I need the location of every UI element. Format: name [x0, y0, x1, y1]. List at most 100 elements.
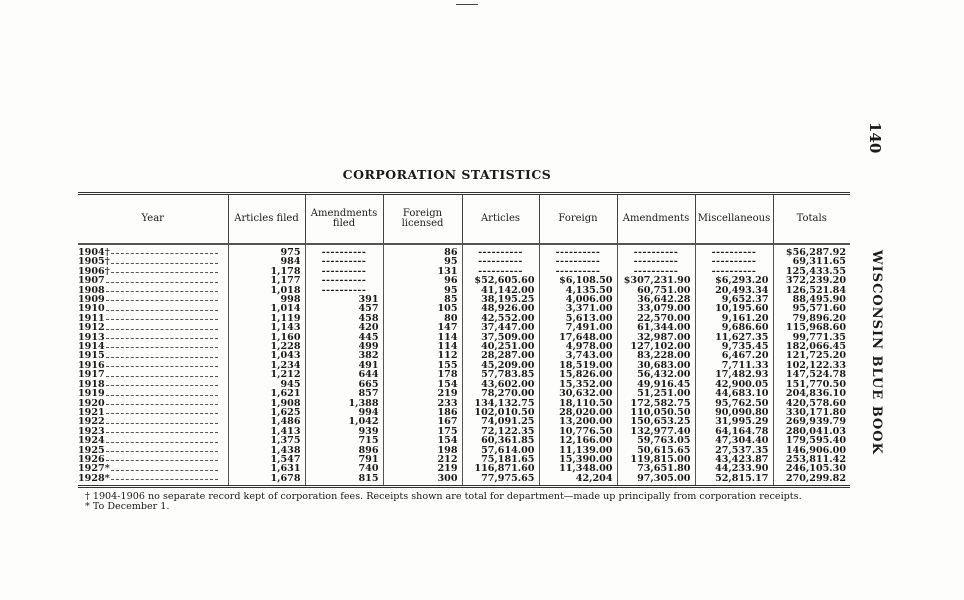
year-label: 1914: [78, 342, 105, 352]
dot-leader: [105, 408, 218, 415]
dot-leader: [105, 286, 218, 293]
table-row: 1921 1,625 994 186 102,010.50 28,020.00 110,05…: [78, 407, 850, 418]
year-cell: 1914: [78, 342, 228, 351]
table-cell: 219: [382, 464, 462, 474]
table-cell: ----------: [538, 244, 617, 258]
table-row: 1924 1,375 715 154 60,361.85 12,166.00 59,763.…: [78, 436, 850, 446]
table-cell: 10,776.50: [538, 426, 617, 437]
table-cell: 665: [304, 379, 383, 390]
table-cell: 998: [227, 295, 305, 305]
column-header: Amendments: [616, 193, 695, 245]
table-cell: 1,234: [227, 360, 305, 371]
table-cell: 10,195.60: [694, 304, 773, 314]
table-cell: 110,050.50: [616, 407, 695, 418]
table-row: 1906† 1,178 ---------- 131 ---------- -------…: [78, 266, 850, 277]
year-cell: 1925: [78, 446, 228, 455]
table-row: 1919 1,621 857 219 78,270.00 30,632.00 51,251.…: [78, 389, 850, 399]
year-cell: 1919: [78, 389, 228, 399]
dot-leader: [110, 248, 218, 255]
table-cell: 1,388: [304, 398, 383, 408]
table-cell: 253,811.42: [772, 454, 850, 465]
table-cell: 4,978.00: [538, 342, 617, 352]
table-cell: 1,547: [227, 454, 305, 465]
table-cell: 13,200.00: [538, 417, 617, 427]
year-cell: 1908: [78, 286, 228, 295]
table-cell: 37,447.00: [461, 323, 539, 333]
table-cell: 102,010.50: [461, 407, 539, 418]
table-cell: $307,231.90: [616, 276, 695, 286]
table-cell: 1,014: [227, 304, 305, 314]
table-cell: 15,352.00: [538, 379, 617, 390]
dot-leader: [105, 455, 218, 462]
table-cell: 95: [382, 257, 462, 267]
table-cell: 791: [304, 454, 383, 465]
table-row: 1923 1,413 939 175 72,122.35 10,776.50 132,977…: [78, 426, 850, 437]
footnote-dagger: † 1904-1906 no separate record kept of c…: [85, 491, 802, 502]
table-cell: 458: [304, 313, 383, 324]
table-cell: 28,287.00: [461, 351, 539, 361]
table-cell: 740: [304, 464, 383, 474]
table-cell: 74,091.25: [461, 417, 539, 427]
table-cell: 1,228: [227, 342, 305, 352]
dot-leader: [105, 446, 218, 452]
table-cell: 994: [304, 407, 383, 418]
table-cell: 939: [304, 426, 383, 437]
table-cell: 151,770.50: [772, 379, 850, 390]
table-cell: ----------: [538, 266, 617, 277]
year-label: 1905†: [78, 257, 110, 267]
table-cell: 86: [382, 244, 462, 258]
table-cell: 270,299.82: [772, 473, 850, 487]
year-cell: 1909: [78, 295, 228, 304]
table-cell: 1,625: [227, 407, 305, 418]
year-cell: 1927*: [78, 464, 228, 474]
table-cell: 42,900.05: [694, 379, 773, 390]
table-cell: 116,871.60: [461, 464, 539, 474]
footnote-asterisk: * To December 1.: [85, 501, 170, 512]
year-cell: 1928*: [78, 474, 228, 487]
year-cell: 1926: [78, 455, 228, 464]
table-cell: 1,413: [227, 426, 305, 437]
table-cell: ----------: [694, 266, 773, 277]
table-cell: 96: [382, 276, 462, 286]
dot-leader: [105, 361, 218, 368]
table-cell: 9,161.20: [694, 313, 773, 324]
year-cell: 1907: [78, 276, 228, 286]
year-label: 1908: [78, 285, 105, 296]
table-cell: 79,896.20: [772, 313, 850, 324]
table-cell: 18,519.00: [538, 360, 617, 371]
year-label: 1926: [78, 454, 105, 465]
year-label: 1909: [78, 295, 105, 305]
dot-leader: [110, 267, 218, 274]
table-cell: 382: [304, 351, 383, 361]
table-cell: 28,020.00: [538, 407, 617, 418]
page-title: CORPORATION STATISTICS: [342, 167, 552, 182]
table-cell: 147: [382, 323, 462, 333]
table-cell: 102,122.33: [772, 360, 850, 371]
table-cell: 43,423.87: [694, 454, 773, 465]
table-row: 1915 1,043 382 112 28,287.00 3,743.00 83,228.0…: [78, 351, 850, 361]
table-cell: 6,467.20: [694, 351, 773, 361]
table-cell: 95,571.60: [772, 304, 850, 314]
table-cell: 48,926.00: [461, 304, 539, 314]
table-row: 1920 1,908 1,388 233 134,132.75 18,110.50 172,…: [78, 398, 850, 408]
column-header: Articles: [461, 193, 539, 245]
year-cell: 1921: [78, 408, 228, 417]
table-cell: 1,438: [227, 445, 305, 455]
table-row: 1912 1,143 420 147 37,447.00 7,491.00 61,344.0…: [78, 323, 850, 333]
table-cell: 280,041.03: [772, 426, 850, 437]
table-cell: 90,090.80: [694, 407, 773, 418]
year-label: 1913: [78, 332, 105, 343]
table-cell: 114: [382, 342, 462, 352]
table-cell: 1,908: [227, 398, 305, 408]
table-cell: 22,570.00: [616, 313, 695, 324]
year-cell: 1916: [78, 361, 228, 370]
year-label: 1911: [78, 313, 105, 324]
table-cell: 1,178: [227, 266, 305, 277]
table-cell: 80: [382, 313, 462, 324]
table-row: 1911 1,119 458 80 42,552.00 5,613.00 22,570.00…: [78, 313, 850, 324]
table-cell: 59,763.05: [616, 436, 695, 446]
year-label: 1923: [78, 426, 105, 437]
table-cell: 60,751.00: [616, 285, 695, 296]
table-cell: 330,171.80: [772, 407, 850, 418]
table-cell: 43,602.00: [461, 379, 539, 390]
